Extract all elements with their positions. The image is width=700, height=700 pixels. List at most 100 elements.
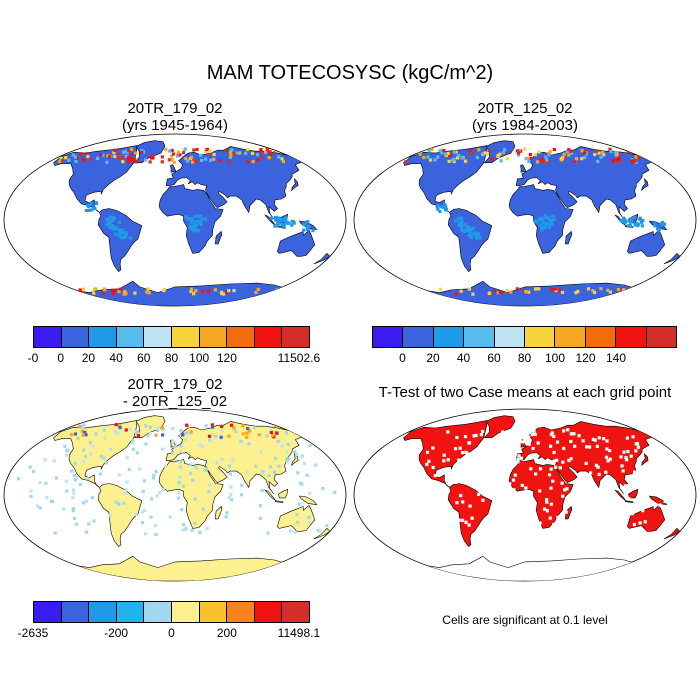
grid-cell bbox=[78, 288, 82, 292]
grid-cell bbox=[140, 510, 144, 514]
grid-cell bbox=[154, 433, 158, 437]
grid-cell bbox=[495, 470, 499, 474]
grid-cell bbox=[176, 496, 181, 500]
grid-cell bbox=[65, 448, 69, 452]
grid-cell bbox=[604, 478, 609, 483]
grid-cell bbox=[286, 457, 290, 461]
colorbar-tick-label: 120 bbox=[575, 351, 596, 365]
grid-cell bbox=[601, 150, 605, 155]
grid-cell bbox=[49, 499, 54, 503]
grid-cell bbox=[192, 229, 196, 233]
grid-cell bbox=[478, 481, 482, 485]
grid-cell bbox=[518, 439, 522, 443]
grid-cell bbox=[152, 473, 156, 477]
grid-cell bbox=[634, 155, 638, 159]
grid-cell bbox=[188, 224, 192, 228]
grid-cell bbox=[479, 479, 484, 483]
grid-cell bbox=[628, 223, 632, 227]
grid-cell bbox=[640, 224, 644, 228]
grid-cell bbox=[183, 215, 188, 219]
grid-cell bbox=[300, 482, 304, 486]
grid-cell bbox=[637, 460, 641, 464]
grid-cell bbox=[547, 222, 551, 226]
colorbar-tick-label: 80 bbox=[517, 351, 532, 365]
grid-cell bbox=[119, 228, 123, 232]
grid-cell bbox=[628, 219, 632, 223]
grid-cell bbox=[429, 523, 433, 527]
grid-cell bbox=[292, 221, 296, 225]
grid-cell bbox=[624, 456, 628, 460]
grid-cell bbox=[569, 432, 573, 436]
grid-cell bbox=[643, 520, 647, 524]
grid-cell bbox=[449, 471, 453, 475]
grid-cell bbox=[302, 228, 306, 232]
grid-cell bbox=[538, 521, 542, 525]
colorbar-swatch bbox=[34, 602, 62, 622]
grid-cell bbox=[64, 479, 68, 483]
grid-cell bbox=[277, 222, 281, 226]
grid-cell bbox=[594, 463, 599, 467]
grid-cell bbox=[539, 225, 543, 229]
grid-cell bbox=[179, 460, 183, 464]
grid-cell bbox=[72, 473, 76, 477]
grid-cell bbox=[99, 153, 103, 157]
grid-cell bbox=[128, 427, 132, 431]
grid-cell bbox=[314, 463, 318, 467]
grid-cell bbox=[534, 287, 538, 291]
colorbar-swatch bbox=[34, 327, 62, 347]
grid-cell bbox=[528, 152, 532, 157]
grid-cell bbox=[545, 158, 549, 162]
landmass-borneo bbox=[278, 488, 289, 499]
grid-cell bbox=[178, 153, 182, 157]
grid-cell bbox=[543, 507, 547, 511]
grid-cell bbox=[136, 434, 140, 438]
grid-cell bbox=[241, 424, 245, 428]
grid-cell bbox=[259, 450, 263, 454]
grid-cell bbox=[463, 223, 467, 227]
grid-cell bbox=[245, 431, 249, 435]
grid-cell bbox=[274, 456, 278, 460]
grid-cell bbox=[567, 495, 572, 499]
grid-cell bbox=[93, 207, 97, 211]
grid-cell bbox=[452, 150, 456, 154]
grid-cell bbox=[53, 531, 57, 535]
grid-cell bbox=[188, 463, 192, 467]
grid-cell bbox=[471, 292, 475, 296]
grid-cell bbox=[559, 157, 563, 161]
grid-cell bbox=[232, 426, 236, 430]
grid-cell bbox=[428, 158, 433, 162]
grid-cell bbox=[227, 496, 231, 500]
grid-cell bbox=[181, 484, 185, 488]
grid-cell bbox=[505, 289, 509, 293]
grid-cell bbox=[581, 439, 585, 443]
map-case2 bbox=[353, 133, 697, 307]
grid-cell bbox=[207, 490, 211, 494]
grid-cell bbox=[193, 226, 197, 230]
grid-cell bbox=[549, 502, 553, 506]
colorbar-swatch bbox=[254, 327, 283, 347]
grid-cell bbox=[175, 154, 180, 158]
grid-cell bbox=[295, 452, 299, 456]
grid-cell bbox=[161, 487, 165, 492]
grid-cell bbox=[277, 155, 281, 159]
grid-cell bbox=[228, 155, 232, 159]
grid-cell bbox=[481, 498, 485, 502]
grid-cell bbox=[427, 149, 431, 153]
grid-cell bbox=[484, 465, 488, 469]
grid-cell bbox=[421, 476, 425, 480]
grid-cell bbox=[71, 496, 75, 500]
grid-cell bbox=[622, 450, 626, 454]
grid-cell bbox=[472, 434, 476, 438]
grid-cell bbox=[457, 154, 461, 158]
grid-cell bbox=[567, 522, 572, 526]
grid-cell bbox=[205, 467, 209, 471]
grid-cell bbox=[180, 508, 184, 512]
grid-cell bbox=[580, 157, 584, 161]
grid-cell bbox=[620, 464, 624, 468]
grid-cell bbox=[589, 471, 593, 475]
grid-cell bbox=[567, 458, 571, 463]
grid-cell bbox=[574, 490, 579, 494]
grid-cell bbox=[263, 150, 268, 154]
grid-cell bbox=[148, 425, 153, 429]
grid-cell bbox=[605, 439, 609, 443]
